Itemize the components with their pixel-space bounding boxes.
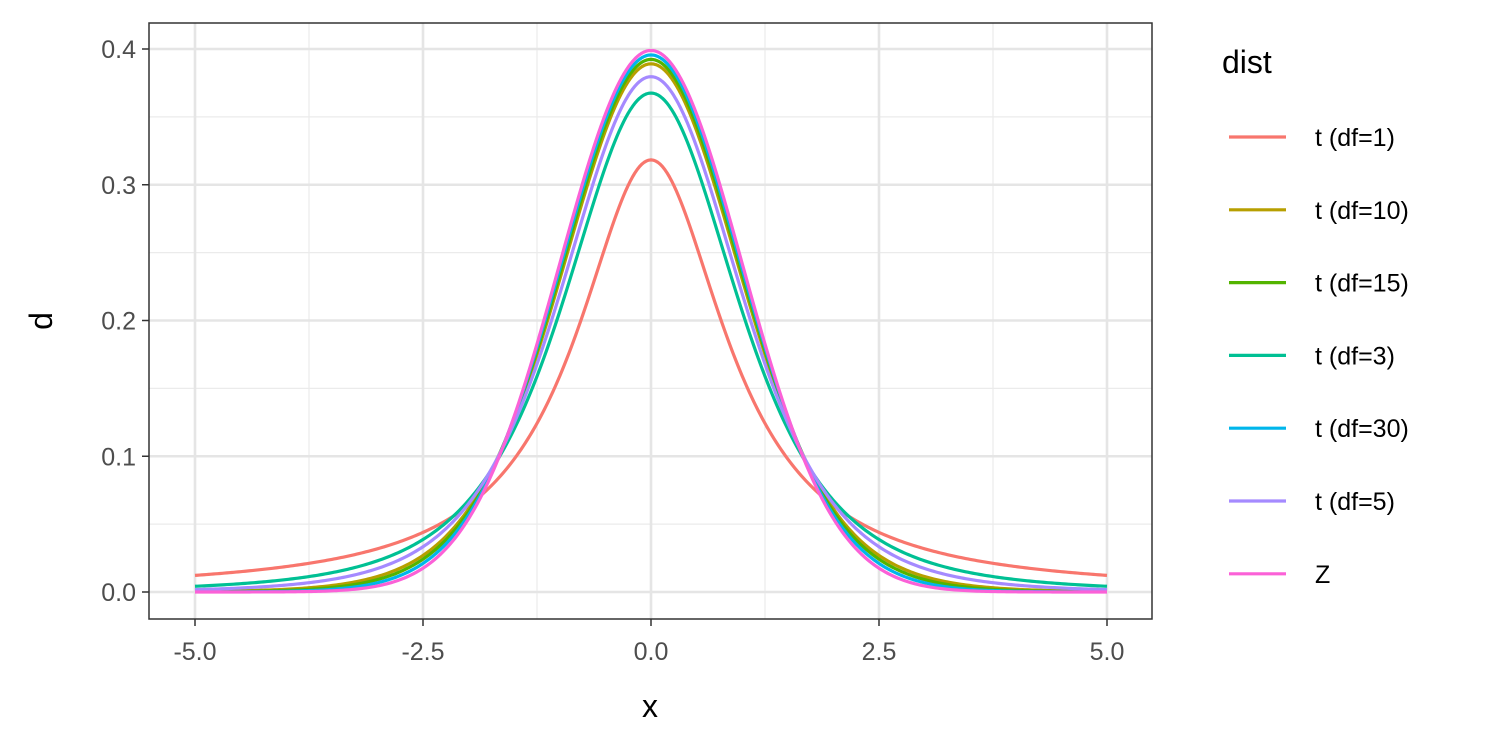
legend: t (df=1) t (df=10) t (df=15) t (df=3) t (df=… [1229, 124, 1409, 589]
y-axis-title: d [23, 312, 59, 330]
x-axis-title: x [642, 688, 658, 724]
x-tick-label: -5.0 [173, 638, 216, 666]
curve-t-df-15 [194, 57, 1108, 594]
y-tick-label: 0.0 [101, 579, 136, 607]
legend-label-t-df-1: t (df=1) [1315, 124, 1395, 152]
curve-t-df-1 [194, 158, 1108, 577]
legend-label-t-df-3: t (df=3) [1315, 342, 1395, 370]
x-axis-ticks: -5.0 -2.5 0.0 2.5 5.0 [173, 619, 1124, 666]
y-tick-label: 0.1 [101, 443, 136, 471]
legend-label-t-df-15: t (df=15) [1315, 270, 1409, 298]
density-curves [194, 48, 1108, 594]
y-axis-ticks: 0.0 0.1 0.2 0.3 0.4 [101, 36, 149, 607]
legend-label-t-df-10: t (df=10) [1315, 197, 1409, 225]
curve-z [195, 48, 1107, 594]
curve-t-df-5 [194, 75, 1108, 592]
curve-t-df-30 [194, 53, 1108, 594]
y-tick-label: 0.3 [101, 172, 136, 200]
curve-t-df-3 [194, 91, 1108, 588]
major-grid [149, 23, 1152, 619]
legend-label-t-df-30: t (df=30) [1315, 415, 1409, 443]
legend-title: dist [1222, 44, 1272, 80]
y-tick-label: 0.4 [101, 36, 136, 64]
x-tick-label: -2.5 [401, 638, 444, 666]
y-tick-label: 0.2 [101, 308, 136, 336]
x-tick-label: 0.0 [634, 638, 669, 666]
curve-t-df-10 [194, 62, 1108, 594]
x-tick-label: 2.5 [862, 638, 897, 666]
legend-label-t-df-5: t (df=5) [1315, 488, 1395, 516]
x-tick-label: 5.0 [1090, 638, 1125, 666]
legend-label-z: Z [1315, 561, 1330, 589]
